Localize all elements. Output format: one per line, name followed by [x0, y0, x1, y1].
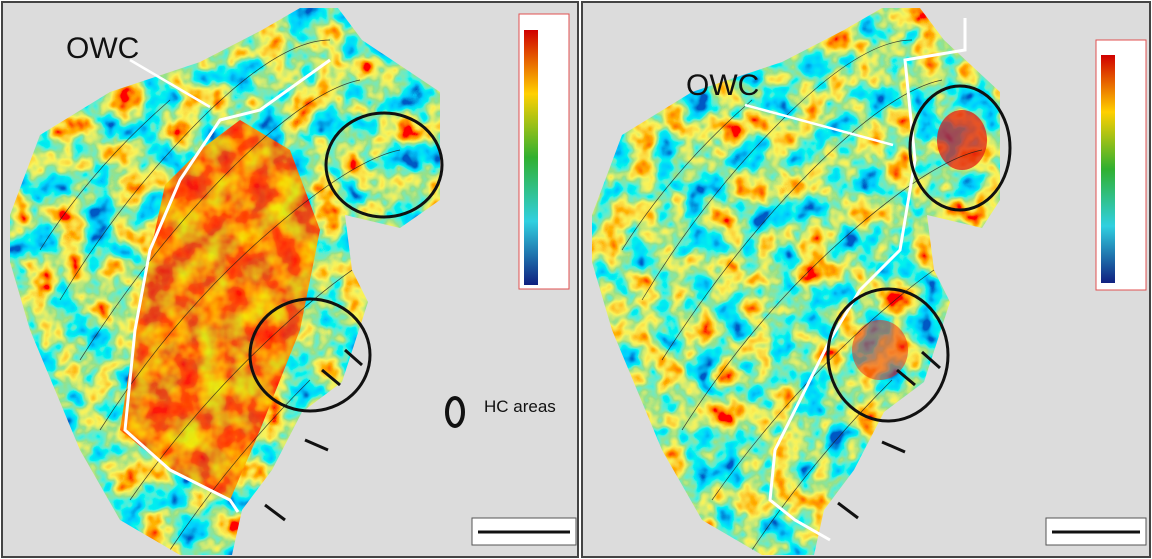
left-panel: OWC HC areas [0, 0, 578, 559]
owc-label: OWC [686, 69, 759, 102]
high-amplitude-zone [937, 110, 987, 170]
legend-label: HC areas [484, 397, 556, 416]
colorbar [524, 30, 538, 285]
owc-label: OWC [66, 32, 139, 65]
colorbar [1101, 55, 1115, 283]
right-panel: OWC [582, 0, 1150, 559]
figure: OWC HC areas OWC [0, 0, 1152, 559]
